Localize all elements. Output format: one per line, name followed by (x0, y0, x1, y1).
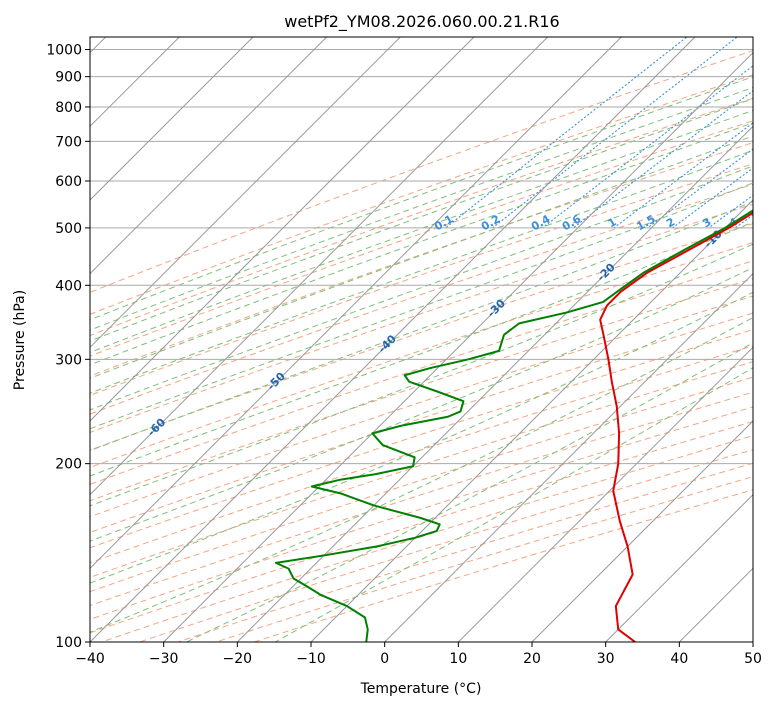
x-tick-label: 10 (449, 651, 467, 667)
isotherm-line (310, 199, 753, 642)
x-tick-label: −10 (296, 651, 326, 667)
y-tick-label: 400 (55, 278, 82, 294)
y-tick-label: 100 (55, 635, 82, 651)
profile-line (274, 209, 753, 642)
y-tick-label: 700 (55, 134, 82, 150)
mixing-ratio-lines (445, 37, 753, 229)
moist-adiabat (90, 135, 753, 379)
isotherm-line (90, 37, 401, 349)
dry-adiabat (90, 241, 753, 469)
plot-frame (89, 36, 754, 643)
moist-adiabat (90, 316, 753, 633)
isotherm-line (163, 51, 753, 642)
y-tick-label: 300 (55, 352, 82, 368)
dry-adiabat (90, 312, 753, 533)
x-tick-label: −20 (223, 651, 253, 667)
isotherm-line (384, 272, 753, 642)
isotherm-line (90, 37, 622, 570)
x-tick-label: −30 (149, 651, 179, 667)
dry-adiabat (138, 449, 753, 642)
y-tick-label: 600 (55, 174, 82, 190)
moist-adiabat (90, 201, 753, 452)
y-axis-ticks: 100 200 300 400 500 600 700 800 900 1000 (46, 43, 90, 651)
moist-adiabat (90, 76, 753, 321)
dry-adiabat (90, 329, 753, 549)
isotherm-line (236, 125, 753, 642)
isobar-grid (90, 49, 753, 642)
mixing-ratio-line (445, 37, 688, 229)
dry-adiabat (90, 420, 753, 634)
dry-adiabats (90, 50, 753, 642)
dry-adiabat (90, 223, 753, 451)
x-tick-label: 40 (670, 651, 688, 667)
dry-adiabat (90, 203, 753, 433)
x-tick-label: 30 (597, 651, 615, 667)
mixing-ratio-line (542, 65, 753, 229)
dry-adiabat (90, 345, 753, 564)
isotherm-line (531, 420, 753, 642)
moist-adiabat (90, 243, 753, 507)
y-tick-label: 500 (55, 221, 82, 237)
isotherm-line (90, 37, 549, 496)
moist-adiabat (186, 342, 753, 642)
isotherm-line (90, 37, 696, 642)
dry-adiabat (90, 97, 753, 337)
mixing-ratio-line (672, 167, 753, 229)
mixing-ratio-line (492, 37, 738, 229)
y-axis-label: Pressure (hPa) (12, 290, 28, 390)
moist-adiabat (90, 267, 753, 542)
moist-adiabats (90, 76, 753, 642)
x-tick-label: 50 (744, 651, 762, 667)
isotherm-line (90, 37, 254, 201)
dry-adiabat (90, 295, 753, 518)
isotherm-line (90, 37, 328, 275)
dry-adiabat (90, 406, 753, 620)
moist-adiabat (90, 182, 753, 430)
profile-line (599, 211, 753, 642)
dry-adiabat (90, 183, 753, 415)
dry-adiabat (176, 462, 753, 642)
moist-adiabat (90, 122, 753, 366)
dry-adiabat (90, 391, 753, 607)
profile-series (274, 209, 753, 642)
isotherms (90, 37, 753, 642)
x-axis-ticks: −40 −30 −20 −10 0 10 20 30 40 50 (75, 642, 762, 667)
dry-adiabat (214, 476, 753, 642)
moist-adiabat (90, 291, 753, 584)
x-axis-label: Temperature (°C) (360, 681, 482, 697)
y-tick-label: 900 (55, 70, 82, 86)
dry-adiabat (90, 74, 753, 315)
y-tick-label: 800 (55, 100, 82, 116)
isotherm-line (90, 37, 475, 422)
dry-adiabat (90, 50, 753, 293)
isotherm-line (457, 346, 753, 642)
y-tick-label: 200 (55, 457, 82, 473)
x-tick-label: 20 (523, 651, 541, 667)
chart-title: wetPf2_YM08.2026.060.00.21.R16 (284, 12, 559, 32)
isotherm-line (605, 493, 753, 642)
mixing-ratio-line (613, 122, 753, 229)
dry-adiabat (90, 163, 753, 396)
moist-adiabat (90, 86, 753, 331)
y-tick-label: 1000 (46, 43, 82, 59)
x-tick-label: −40 (75, 651, 105, 667)
x-tick-label: 0 (380, 651, 389, 667)
